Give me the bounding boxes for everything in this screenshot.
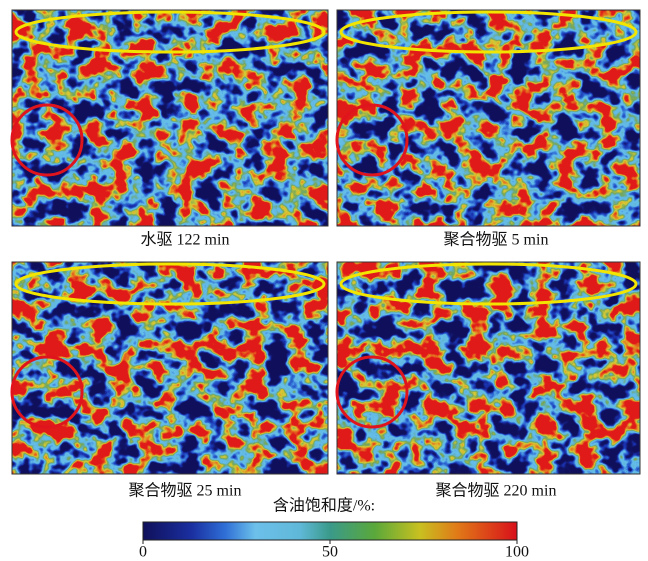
heatmap xyxy=(337,10,640,226)
colorbar-title: 含油饱和度/%: xyxy=(273,497,375,515)
colorbar xyxy=(143,522,517,540)
colorbar-tick-label: 0 xyxy=(139,544,147,561)
panel-caption: 聚合物驱 25 min xyxy=(129,482,242,500)
heatmap xyxy=(337,262,640,474)
heatmap xyxy=(12,262,328,474)
colorbar-tick-label: 100 xyxy=(505,544,529,561)
panels: 水驱 122 min 聚合物驱 5 min 聚合物驱 25 min 聚合物驱 220 … xyxy=(12,10,640,500)
colorbar-tick-label: 50 xyxy=(322,544,338,561)
heatmap xyxy=(12,10,328,226)
panel-caption: 水驱 122 min xyxy=(141,231,230,249)
panel-caption: 聚合物驱 220 min xyxy=(436,482,557,500)
panel-caption: 聚合物驱 5 min xyxy=(444,231,549,249)
figure: 水驱 122 min 聚合物驱 5 min 聚合物驱 25 min 聚合物驱 220 … xyxy=(0,0,648,561)
